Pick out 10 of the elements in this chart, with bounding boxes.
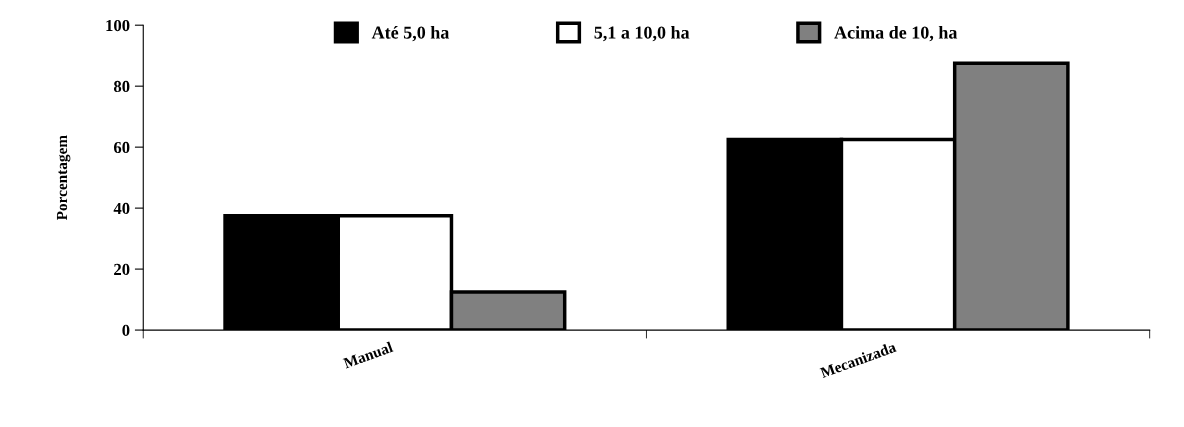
y-tick-label: 40: [113, 202, 130, 215]
y-tick-label: 80: [113, 80, 130, 93]
y-tick-label: 20: [114, 263, 130, 276]
y-tick-label: 60: [113, 141, 130, 154]
legend-label: 5,1 a 10,0 ha: [594, 25, 690, 42]
legend-label: Até 5,0 ha: [371, 25, 450, 42]
y-axis-title: Porcentagem: [56, 135, 71, 221]
legend-label: Acima de 10, ha: [834, 25, 958, 42]
y-tick-label: 100: [106, 19, 130, 32]
y-tick-label: 0: [122, 324, 130, 337]
